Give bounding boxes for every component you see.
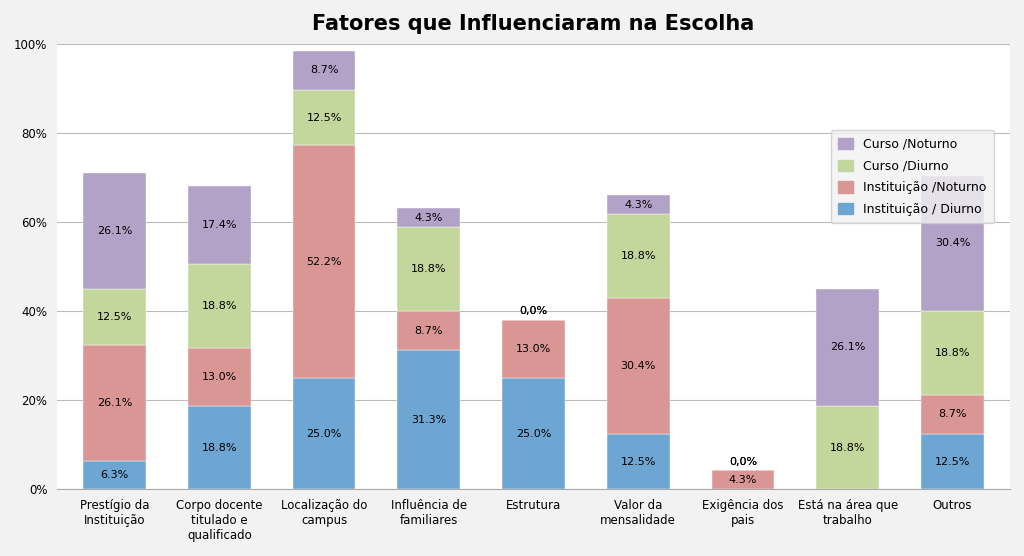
Text: 12.5%: 12.5% [97,312,132,322]
Bar [502,378,565,489]
Text: 26.1%: 26.1% [97,226,132,236]
Text: 18.8%: 18.8% [935,348,971,358]
Text: 4.3%: 4.3% [729,475,757,485]
Bar [921,311,984,395]
Bar [607,215,670,298]
Bar [83,289,146,345]
Bar [502,320,565,378]
Text: 4.3%: 4.3% [415,213,443,223]
Text: 13.0%: 13.0% [516,344,551,354]
Text: 12.5%: 12.5% [621,456,656,466]
Bar [607,195,670,215]
Text: 26.1%: 26.1% [97,398,132,408]
Text: 6.3%: 6.3% [100,470,129,480]
Text: 31.3%: 31.3% [412,415,446,425]
Text: 26.1%: 26.1% [830,342,865,353]
Title: Fatores que Influenciaram na Escolha: Fatores que Influenciaram na Escolha [312,14,755,34]
Bar [921,176,984,311]
Text: 8.7%: 8.7% [938,409,967,419]
Bar [293,90,355,145]
Bar [816,289,880,406]
Bar [712,470,774,489]
Text: 30.4%: 30.4% [621,361,656,371]
Text: 18.8%: 18.8% [411,264,446,274]
Text: 0,0%: 0,0% [519,306,548,316]
Text: 52.2%: 52.2% [306,257,342,267]
Bar [397,208,460,227]
Text: 13.0%: 13.0% [202,371,237,381]
Text: 25.0%: 25.0% [516,429,551,439]
Bar [293,51,355,90]
Text: 8.7%: 8.7% [415,325,443,335]
Text: 0,0%: 0,0% [729,456,757,466]
Bar [83,173,146,289]
Bar [816,406,880,489]
Text: 30.4%: 30.4% [935,239,970,249]
Bar [397,350,460,489]
Text: 12.5%: 12.5% [935,456,970,466]
Bar [293,378,355,489]
Bar [188,186,251,264]
Text: 0,0%: 0,0% [519,306,548,316]
Text: 0,0%: 0,0% [729,456,757,466]
Bar [83,461,146,489]
Bar [188,348,251,406]
Legend: Curso /Noturno, Curso /Diurno, Instituição /Noturno, Instituição / Diurno: Curso /Noturno, Curso /Diurno, Instituiç… [830,130,994,224]
Text: 18.8%: 18.8% [830,443,865,453]
Text: 17.4%: 17.4% [202,220,238,230]
Text: 18.8%: 18.8% [202,301,238,311]
Text: 25.0%: 25.0% [306,429,342,439]
Text: 4.3%: 4.3% [624,200,652,210]
Bar [921,434,984,489]
Bar [607,298,670,434]
Bar [83,345,146,461]
Bar [607,434,670,489]
Text: 18.8%: 18.8% [621,251,656,261]
Bar [397,227,460,311]
Text: 18.8%: 18.8% [202,443,238,453]
Text: 12.5%: 12.5% [306,112,342,122]
Bar [397,311,460,350]
Bar [921,395,984,434]
Bar [293,145,355,378]
Bar [188,264,251,348]
Bar [188,406,251,489]
Text: 8.7%: 8.7% [310,65,338,75]
